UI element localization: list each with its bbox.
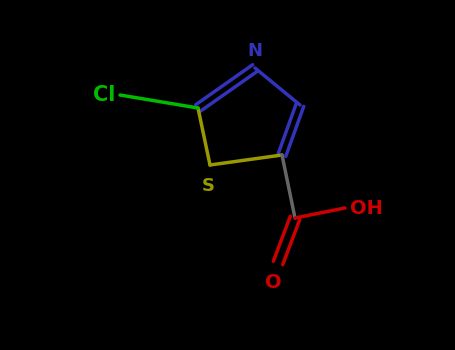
Text: O: O xyxy=(265,273,281,292)
Text: OH: OH xyxy=(350,198,383,217)
Text: S: S xyxy=(202,177,214,195)
Text: N: N xyxy=(248,42,263,60)
Text: Cl: Cl xyxy=(93,85,115,105)
